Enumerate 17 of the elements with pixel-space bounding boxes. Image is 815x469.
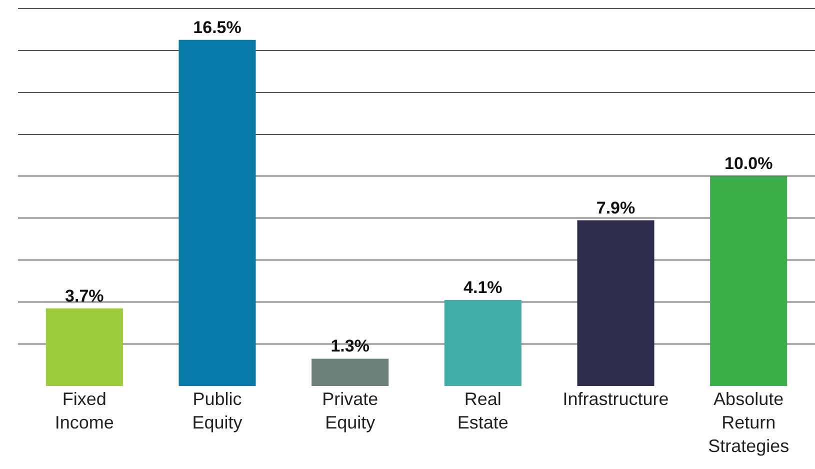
x-tick-label: Absolute Return Strategies <box>708 389 790 456</box>
bar <box>710 176 788 386</box>
data-label: 7.9% <box>596 198 636 218</box>
x-tick-label: Infrastructure <box>562 389 669 409</box>
x-tick-label: Public Equity <box>192 389 242 432</box>
data-label: 3.7% <box>65 286 104 306</box>
data-label: 10.0% <box>724 154 773 174</box>
bar <box>577 220 654 386</box>
x-tick-label: Fixed Income <box>54 389 114 432</box>
x-tick-label: Private Equity <box>322 389 378 432</box>
bar <box>178 40 256 386</box>
x-tick-label: Real Estate <box>457 389 508 432</box>
bar <box>444 300 522 386</box>
bar <box>46 308 123 386</box>
data-label: 4.1% <box>464 278 502 297</box>
bar <box>312 358 389 386</box>
data-label: 16.5% <box>193 18 242 37</box>
